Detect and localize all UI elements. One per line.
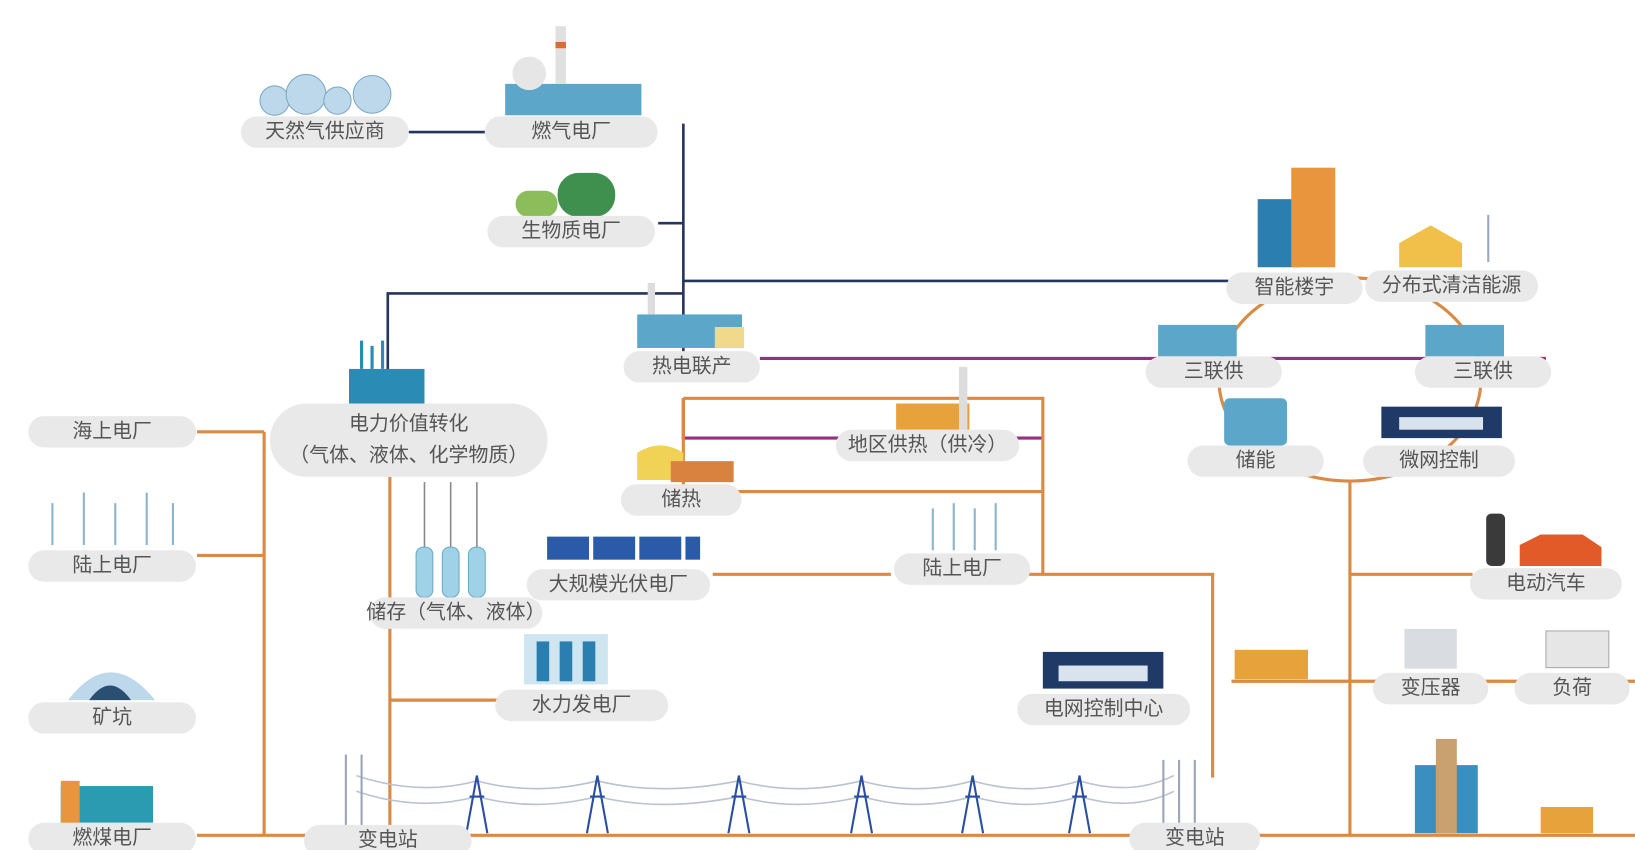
node-label: 储存（气体、液体） (366, 601, 545, 624)
node-label: 矿坑 (92, 705, 132, 728)
node-label: 智能楼宇 (1255, 276, 1335, 299)
node-label: 燃气电厂 (531, 120, 611, 143)
battery-icon (1224, 398, 1288, 446)
label-pill (303, 824, 472, 850)
label-pill (1363, 445, 1515, 477)
label-pill (28, 822, 196, 850)
node-label: 燃煤电厂 (72, 826, 152, 849)
label-pill (1372, 672, 1489, 705)
node-label: 陆上电厂 (72, 553, 152, 576)
label-pill (623, 351, 760, 383)
node-label: 变电站 (358, 828, 418, 850)
label-pill (484, 116, 658, 148)
node-label: 负荷 (1552, 676, 1592, 699)
label-pill (269, 403, 548, 477)
label-pill (1226, 272, 1363, 304)
node-label: 大规模光伏电厂 (549, 572, 688, 595)
label-pill (1129, 822, 1261, 850)
label-pill (1365, 270, 1539, 302)
node-label: 生物质电厂 (521, 219, 621, 242)
node-label: 三联供 (1453, 360, 1513, 383)
label-pill (495, 689, 669, 722)
label-pill (1017, 693, 1191, 726)
label-pill (835, 429, 1020, 462)
node-label: 电动汽车 (1506, 571, 1586, 594)
label-pill (1514, 672, 1630, 705)
label-pill (28, 550, 196, 582)
connections (197, 123, 1635, 837)
label-pill (894, 553, 1031, 585)
node-label: 天然气供应商 (265, 120, 384, 143)
label-pill (28, 702, 196, 734)
node-label: 储热 (661, 487, 701, 510)
label-pill (28, 416, 196, 448)
label-pill (1145, 356, 1282, 388)
label-pill (1414, 356, 1552, 388)
label-pill (1187, 445, 1324, 477)
node-label: 分布式清洁能源 (1382, 274, 1521, 297)
transmission-lines (344, 754, 1196, 834)
node-label: 地区供热（供冷） (848, 433, 1007, 456)
label-pill (369, 597, 543, 629)
label-pill (620, 484, 742, 516)
node-label: 微网控制 (1399, 449, 1479, 472)
node-label: 电网控制中心 (1044, 697, 1164, 720)
icons (51, 26, 1610, 834)
node-label: 电力价值转化 (349, 412, 469, 435)
node-label: 变压器 (1401, 676, 1461, 699)
node-label: 水力发电厂 (532, 693, 632, 716)
node-sublabel: （气体、液体、化学物质） (289, 443, 528, 466)
label-pill (1469, 568, 1622, 600)
node-label: 变电站 (1165, 826, 1225, 849)
node-label: 陆上电厂 (922, 557, 1002, 580)
node-label: 热电联产 (652, 354, 732, 377)
node-label: 三联供 (1184, 360, 1244, 383)
node-label: 海上电厂 (72, 419, 152, 442)
label-pill (487, 215, 656, 248)
label-pill (526, 569, 711, 601)
node-label: 储能 (1236, 449, 1276, 472)
label-pill (241, 116, 409, 148)
